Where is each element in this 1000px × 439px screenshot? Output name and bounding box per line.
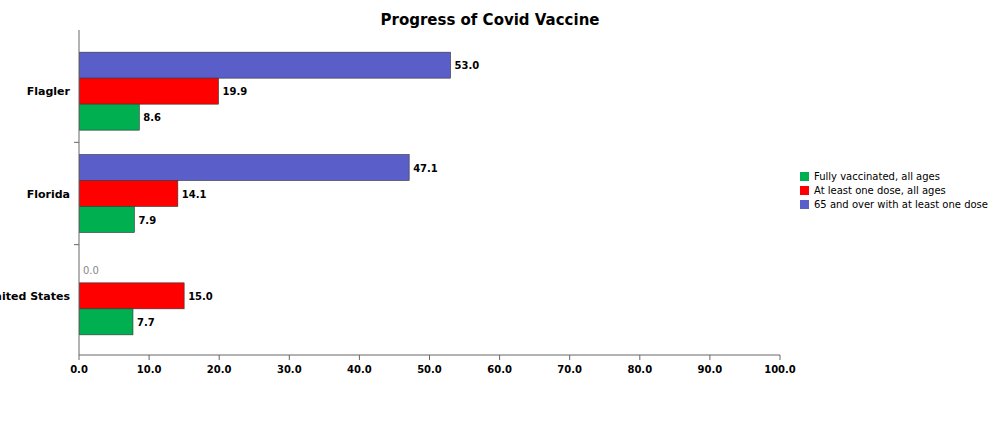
bar — [79, 283, 184, 309]
bar — [79, 155, 409, 181]
data-label: 14.1 — [182, 189, 207, 200]
bar — [79, 207, 134, 233]
bars — [79, 52, 451, 335]
x-tick-label: 40.0 — [347, 364, 372, 375]
data-label: 7.9 — [138, 215, 156, 226]
y-axis-line — [79, 30, 80, 355]
category-separator — [74, 244, 79, 245]
category-separator — [74, 142, 79, 143]
chart-root: Progress of Covid Vaccine 53.0 19.9 8.6 47.1… — [0, 0, 1000, 439]
x-tick — [569, 355, 570, 360]
x-tick-label: 70.0 — [557, 364, 582, 375]
x-tick-label: 80.0 — [627, 364, 652, 375]
legend-swatch — [800, 186, 809, 195]
data-labels: 53.0 19.9 8.6 47.1 14.1 7.9 0.0 15.0 7.7 — [83, 60, 479, 328]
x-tick — [219, 355, 220, 360]
data-label: 7.7 — [137, 317, 155, 328]
data-label: 0.0 — [83, 265, 99, 276]
bar — [79, 181, 178, 207]
title: Progress of Covid Vaccine — [380, 11, 599, 29]
x-tick-label: 20.0 — [207, 364, 232, 375]
x-tick-label: 30.0 — [277, 364, 302, 375]
bar — [79, 52, 451, 78]
legend-label: 65 and over with at least one dose — [814, 199, 988, 210]
data-label: 47.1 — [413, 163, 438, 174]
legend-swatch — [800, 200, 809, 209]
legend-label: At least one dose, all ages — [814, 185, 946, 196]
x-tick — [359, 355, 360, 360]
legend: Fully vaccinated, all ages At least one d… — [800, 171, 988, 210]
x-tick-label: 10.0 — [137, 364, 162, 375]
data-label: 8.6 — [143, 112, 161, 123]
bar — [79, 78, 218, 104]
category-label: Flagler — [27, 85, 71, 98]
x-tick — [289, 355, 290, 360]
category-label: Florida — [27, 188, 70, 201]
x-tick — [79, 355, 80, 360]
x-tick-label: 0.0 — [70, 364, 88, 375]
legend-swatch — [800, 172, 809, 181]
category-label: United States — [0, 290, 70, 303]
bar — [79, 104, 139, 130]
x-tick — [499, 355, 500, 360]
x-tick-label: 90.0 — [698, 364, 723, 375]
x-tick — [780, 355, 781, 360]
x-tick-label: 60.0 — [487, 364, 512, 375]
data-label: 53.0 — [455, 60, 480, 71]
data-label: 19.9 — [222, 86, 247, 97]
x-tick-label: 50.0 — [417, 364, 442, 375]
x-tick — [639, 355, 640, 360]
x-tick-label: 100.0 — [764, 364, 796, 375]
chart: Progress of Covid Vaccine 53.0 19.9 8.6 47.1… — [0, 0, 1000, 439]
data-label: 15.0 — [188, 291, 213, 302]
x-tick — [709, 355, 710, 360]
legend-label: Fully vaccinated, all ages — [814, 171, 940, 182]
bar — [79, 309, 133, 335]
x-tick — [149, 355, 150, 360]
x-tick — [429, 355, 430, 360]
